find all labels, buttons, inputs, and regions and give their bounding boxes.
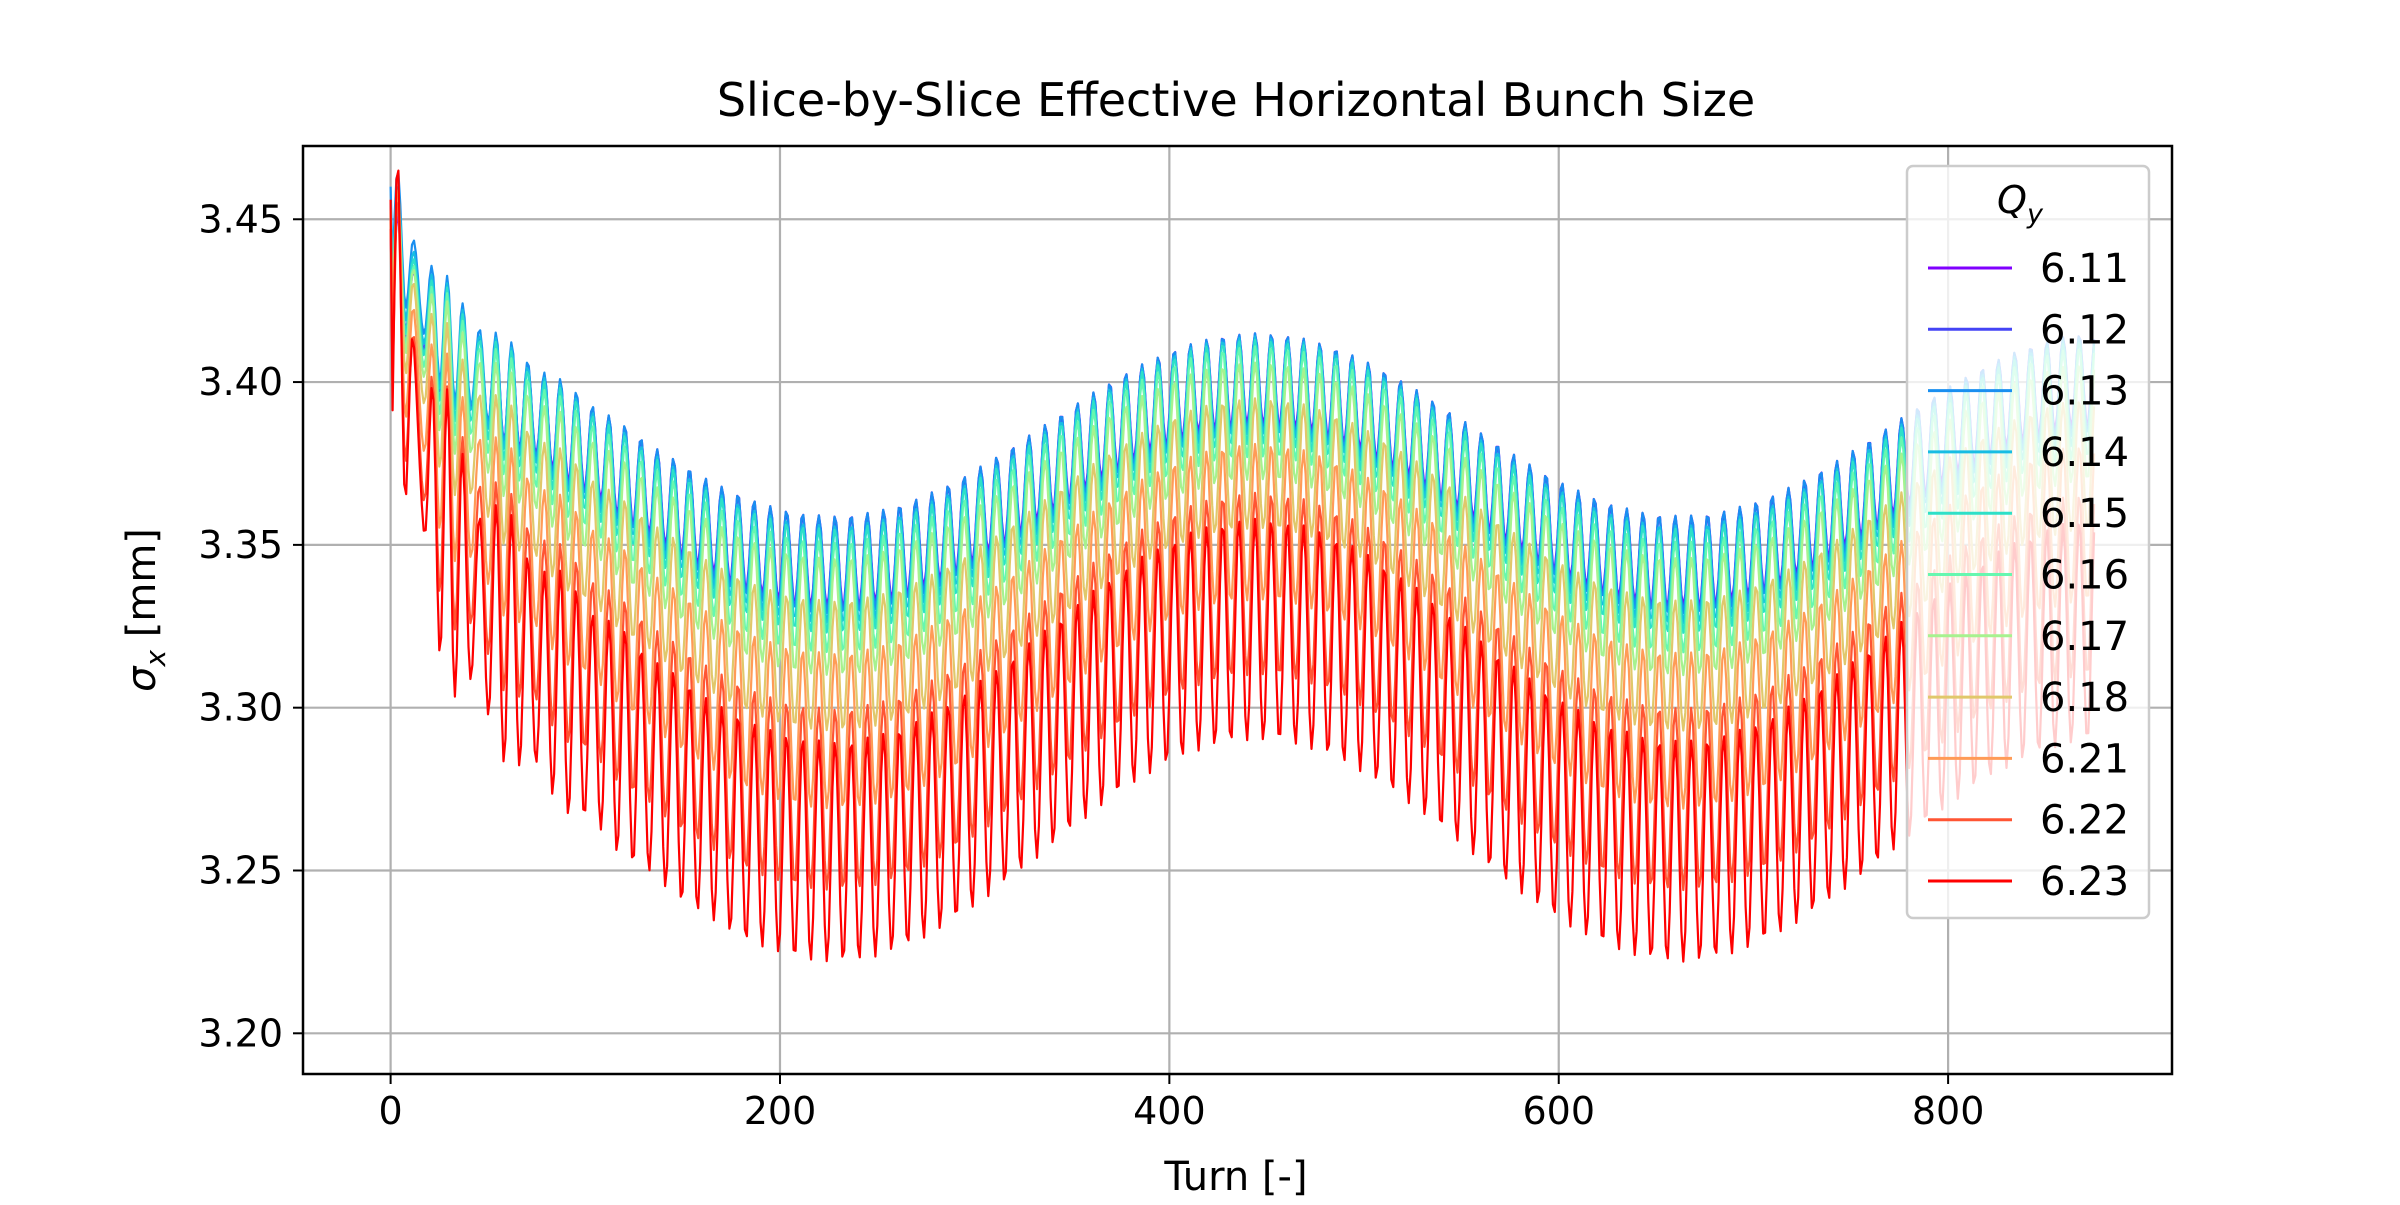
legend-label: 6.22	[2040, 798, 2129, 844]
y-tick-label: 3.30	[198, 686, 283, 730]
y-tick-label: 3.25	[198, 848, 283, 892]
series-line-6.18	[389, 189, 2096, 732]
x-axis-label: Turn [-]	[1163, 1154, 1307, 1200]
legend-title: Qy	[1997, 178, 2044, 230]
tick-layer: 0 200 400 600 800 3.20 3.25 3.30 3.35 3.40 3.45	[198, 197, 1984, 1133]
y-axis-label-symbol: σ	[119, 665, 165, 692]
y-tick-label: 3.45	[198, 197, 283, 241]
legend-title-subscript: y	[2026, 199, 2044, 230]
x-tick-label: 600	[1522, 1089, 1595, 1133]
legend-label: 6.17	[2040, 614, 2129, 660]
series-line-6.21	[389, 195, 2096, 810]
y-axis-label-unit: [mm]	[119, 528, 165, 650]
y-tick-label: 3.20	[198, 1011, 283, 1055]
legend-label: 6.23	[2040, 859, 2129, 905]
legend-box	[1905, 164, 2151, 920]
y-axis-label: σx [mm]	[119, 528, 172, 692]
legend: Qy 6.116.126.136.146.156.166.176.186.216…	[1905, 164, 2151, 920]
series-line-6.23	[389, 169, 2096, 963]
y-axis-label-subscript: x	[139, 650, 172, 668]
y-tick-label: 3.35	[198, 523, 283, 567]
legend-label: 6.21	[2040, 736, 2129, 782]
chart-title: Slice-by-Slice Effective Horizontal Bunc…	[717, 73, 1755, 127]
legend-label: 6.18	[2040, 675, 2129, 721]
legend-label: 6.14	[2040, 430, 2129, 476]
x-tick-label: 200	[744, 1089, 817, 1133]
legend-entries: 6.11 6.12 6.13 6.14 6.15 6.16 6.17 6.18 6.21 6.22…	[1928, 246, 2129, 905]
legend-label: 6.12	[2040, 307, 2129, 353]
x-tick-label: 400	[1133, 1089, 1206, 1133]
legend-label: 6.11	[2040, 246, 2129, 292]
plot-layer	[389, 169, 2096, 963]
legend-title-symbol: Q	[1997, 178, 2027, 222]
y-tick-label: 3.40	[198, 360, 283, 404]
axes-frame	[301, 144, 2174, 1076]
series-line-6.17	[389, 191, 2096, 677]
x-tick-label: 0	[379, 1089, 403, 1133]
x-tick-label: 800	[1912, 1089, 1985, 1133]
legend-label: 6.13	[2040, 369, 2129, 415]
legend-label: 6.15	[2040, 491, 2129, 537]
legend-label: 6.16	[2040, 553, 2129, 599]
